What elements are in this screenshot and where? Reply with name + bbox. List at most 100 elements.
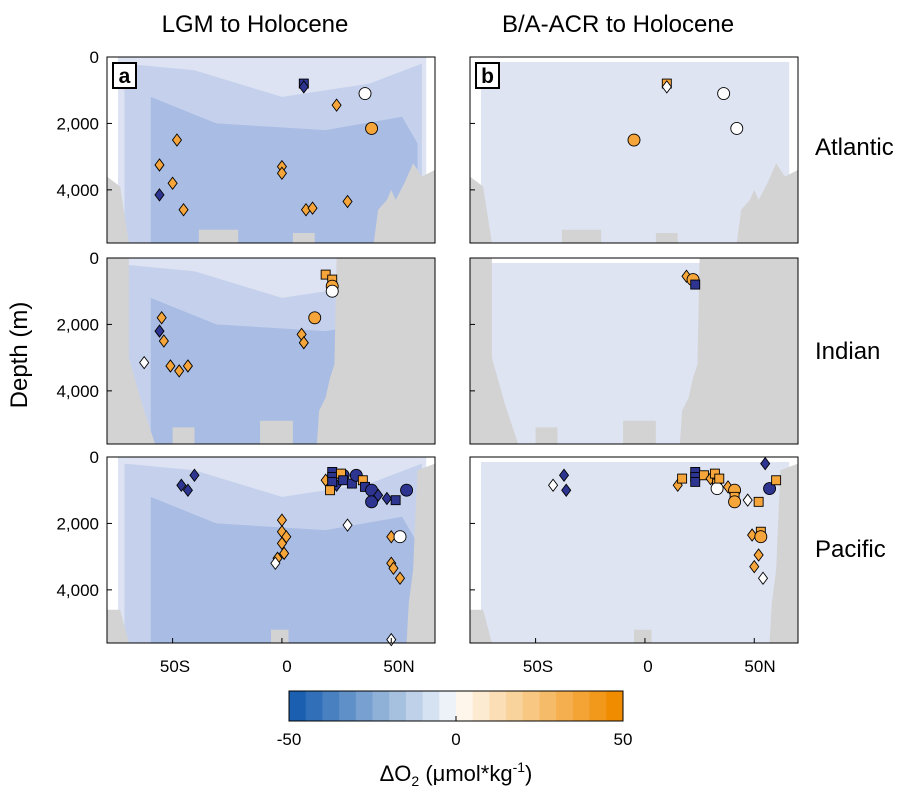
- data-point-diamond: [342, 518, 353, 532]
- data-point-square: [390, 495, 401, 506]
- land-mask: [655, 233, 678, 243]
- data-point-square: [320, 269, 331, 280]
- x-tick-labels-right: 50S 0 50N: [523, 657, 776, 676]
- colorbar-step: [472, 691, 490, 721]
- data-point-diamond: [394, 571, 406, 585]
- data-point-diamond: [298, 335, 309, 350]
- data-point-circle: [754, 530, 768, 544]
- panel-frame: [106, 257, 436, 445]
- panel-frame: [469, 56, 799, 244]
- data-point-diamond: [167, 176, 178, 190]
- data-point-circle: [393, 530, 407, 544]
- land-mask: [107, 258, 156, 444]
- x-tick-label: 50N: [383, 657, 414, 676]
- panel-frame: [469, 257, 799, 445]
- data-point-circle: [627, 133, 641, 147]
- data-point-diamond: [178, 203, 189, 217]
- panel-pacific-left: 0 2,000 4,000: [56, 448, 436, 647]
- data-point-diamond: [388, 561, 399, 576]
- land-mask: [406, 463, 435, 643]
- land-mask: [470, 176, 492, 243]
- colorbar-step: [405, 691, 424, 721]
- panel-grid: 0 2,000 4,000 a b 0 2,000 4,000 0 2,000 4,000: [56, 48, 799, 647]
- colorbar-label-main: ΔO: [380, 761, 412, 786]
- data-point-diamond: [753, 548, 764, 562]
- data-point-circle: [730, 121, 744, 135]
- shade-band: [480, 61, 790, 243]
- data-point-diamond: [381, 491, 392, 506]
- data-point-diamond: [331, 98, 342, 112]
- data-point-circle: [710, 482, 724, 496]
- y-axis-label: Depth (m): [6, 302, 33, 409]
- data-point-diamond: [158, 334, 169, 348]
- row-label-atlantic: Atlantic: [815, 134, 894, 161]
- colorbar-step: [355, 691, 373, 721]
- column-title-left: LGM to Holocene: [162, 11, 349, 38]
- data-point-circle: [308, 311, 322, 325]
- panel-atlantic-left: 0 2,000 4,000 a: [56, 48, 436, 244]
- colorbar-step: [389, 691, 407, 721]
- data-point-diamond: [139, 355, 150, 370]
- colorbar-step: [589, 691, 607, 721]
- panel-label-box: [112, 62, 137, 89]
- colorbar-step: [456, 691, 474, 721]
- colorbar-label-end: ): [525, 761, 532, 786]
- land-mask: [623, 420, 656, 444]
- row-label-indian: Indian: [815, 338, 880, 365]
- y-tick-label: 2,000: [56, 514, 99, 533]
- colorbar-step: [439, 691, 457, 721]
- y-tick-label: 0: [90, 48, 99, 67]
- panel-indian-right: [469, 257, 799, 445]
- land-mask: [260, 420, 293, 444]
- shade-band: [480, 461, 790, 643]
- data-point-diamond: [749, 559, 760, 574]
- data-point-circle: [728, 495, 742, 509]
- data-points: [139, 269, 339, 378]
- y-tick-label: 0: [90, 448, 99, 467]
- land-mask: [107, 176, 129, 243]
- panel-indian-left: 0 2,000 4,000: [56, 249, 436, 445]
- panel-label: b: [481, 65, 494, 88]
- data-point-diamond: [307, 201, 318, 215]
- land-mask: [292, 233, 315, 243]
- data-point-diamond: [757, 571, 769, 585]
- panel-pacific-right: [469, 456, 799, 644]
- data-point-square: [771, 475, 782, 486]
- land-mask: [634, 629, 652, 643]
- colorbar-step: [289, 691, 307, 721]
- colorbar-label-sub: 2: [411, 773, 419, 789]
- data-point-diamond: [373, 488, 384, 502]
- x-tick-label: 0: [282, 657, 291, 676]
- data-point-diamond: [279, 546, 290, 561]
- data-point-diamond: [342, 194, 353, 209]
- colorbar: [288, 690, 624, 722]
- land-mask: [736, 163, 798, 243]
- land-mask: [535, 427, 558, 444]
- data-point-circle: [358, 87, 372, 100]
- land-mask: [561, 229, 602, 243]
- panel-frame: [469, 456, 799, 644]
- data-point-square: [327, 476, 338, 487]
- data-points: [627, 78, 744, 147]
- data-point-diamond: [171, 133, 183, 147]
- data-points: [154, 78, 379, 217]
- colorbar-tick-label: 50: [614, 730, 633, 749]
- row-label-pacific: Pacific: [815, 536, 886, 563]
- x-tick-labels-left: 50S 0 50N: [160, 657, 415, 676]
- colorbar-tick-label: -50: [277, 730, 302, 749]
- y-tick-label: 2,000: [56, 315, 99, 334]
- colorbar-step: [305, 691, 323, 721]
- colorbar-step: [372, 691, 390, 721]
- land-mask: [470, 258, 519, 444]
- data-point-diamond: [558, 468, 570, 483]
- data-point-diamond: [760, 456, 771, 471]
- data-point-square: [325, 485, 335, 496]
- data-point-square: [714, 473, 725, 484]
- y-tick-label: 4,000: [56, 581, 99, 600]
- colorbar-step: [606, 691, 624, 721]
- land-mask: [107, 609, 129, 643]
- colorbar-step: [539, 691, 557, 721]
- data-point-diamond: [156, 311, 167, 325]
- x-tick-label: 50S: [523, 657, 553, 676]
- colorbar-tick-label: 0: [451, 730, 460, 749]
